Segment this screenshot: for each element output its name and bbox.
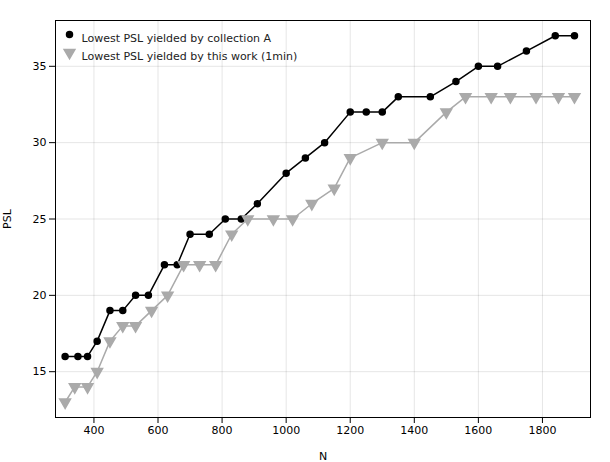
svg-text:35: 35 [33, 60, 47, 73]
svg-text:1400: 1400 [400, 424, 428, 437]
svg-text:1200: 1200 [336, 424, 364, 437]
svg-text:N: N [319, 450, 327, 462]
svg-text:600: 600 [148, 424, 169, 437]
svg-text:PSL: PSL [1, 208, 14, 229]
svg-text:400: 400 [83, 424, 104, 437]
svg-text:30: 30 [33, 136, 47, 149]
svg-text:25: 25 [33, 213, 47, 226]
svg-text:Lowest PSL yielded by collecti: Lowest PSL yielded by collection A [82, 32, 272, 45]
svg-text:1800: 1800 [528, 424, 556, 437]
svg-text:15: 15 [33, 365, 47, 378]
svg-text:800: 800 [212, 424, 233, 437]
svg-text:20: 20 [33, 289, 47, 302]
svg-text:Lowest PSL yielded by this wor: Lowest PSL yielded by this work (1min) [82, 50, 298, 63]
svg-text:1600: 1600 [464, 424, 492, 437]
svg-text:1000: 1000 [272, 424, 300, 437]
